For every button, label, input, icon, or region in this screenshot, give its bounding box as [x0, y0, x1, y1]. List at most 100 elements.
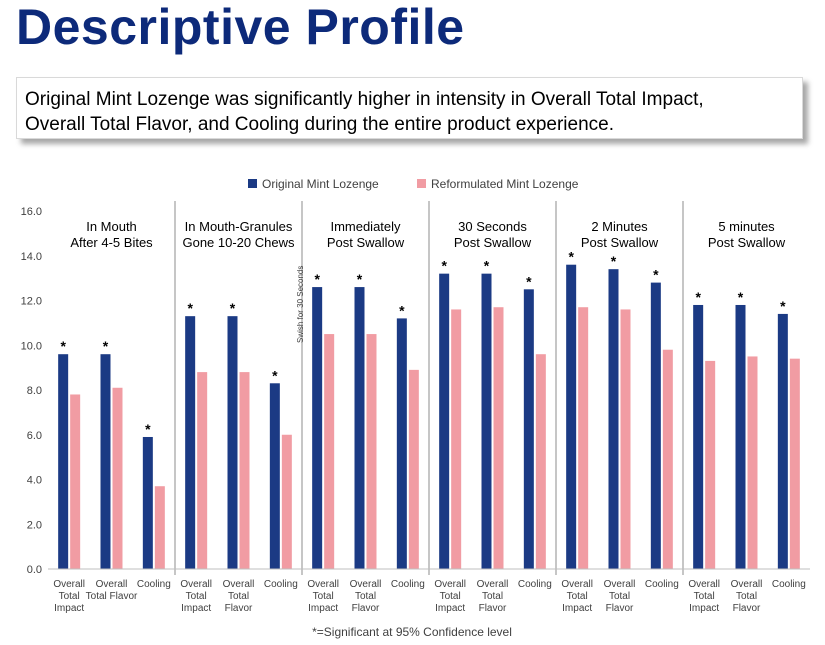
- category-label: Overall: [561, 579, 593, 590]
- bar-original: [312, 287, 323, 569]
- category-label: Total: [355, 591, 376, 602]
- group-label: Immediately: [330, 219, 401, 234]
- bar-reformulated: [789, 358, 800, 569]
- bar-original: [269, 383, 280, 569]
- category-label: Cooling: [772, 579, 806, 590]
- category-label: Total: [313, 591, 334, 602]
- significance-marker: *: [526, 273, 532, 289]
- y-tick-label: 16.0: [21, 206, 42, 218]
- bar-reformulated: [493, 307, 504, 569]
- category-label: Overall: [434, 579, 466, 590]
- bar-reformulated: [112, 387, 123, 569]
- bar-original: [396, 318, 407, 569]
- bar-original: [523, 289, 534, 569]
- category-label: Overall: [180, 579, 212, 590]
- group-label: In Mouth: [86, 219, 137, 234]
- summary-callout: Original Mint Lozenge was significantly …: [16, 77, 803, 139]
- bar-reformulated: [578, 307, 589, 569]
- significance-marker: *: [314, 271, 320, 287]
- category-label: Overall: [604, 579, 636, 590]
- category-label: Total: [186, 591, 207, 602]
- bar-reformulated: [324, 334, 335, 569]
- significance-marker: *: [230, 300, 236, 316]
- bar-reformulated: [197, 372, 208, 569]
- category-label: Total: [482, 591, 503, 602]
- significance-marker: *: [653, 267, 659, 283]
- group-label: In Mouth-Granules: [185, 219, 293, 234]
- bar-reformulated: [366, 334, 377, 569]
- category-label: Total: [567, 591, 588, 602]
- category-label: Overall: [688, 579, 720, 590]
- category-label: Total: [228, 591, 249, 602]
- category-label: Cooling: [391, 579, 425, 590]
- category-label: Total: [609, 591, 630, 602]
- category-label: Flavor: [606, 603, 634, 614]
- category-label: Impact: [435, 603, 465, 614]
- category-label: Impact: [54, 603, 84, 614]
- bar-reformulated: [239, 372, 250, 569]
- bar-reformulated: [662, 349, 673, 569]
- category-label: Total: [440, 591, 461, 602]
- y-tick-label: 8.0: [27, 385, 42, 397]
- significance-marker: *: [103, 338, 109, 354]
- legend-label: Reformulated Mint Lozenge: [431, 177, 579, 191]
- category-label: Overall: [477, 579, 509, 590]
- bar-reformulated: [535, 354, 546, 569]
- group-label: 30 Seconds: [458, 219, 527, 234]
- category-label: Cooling: [264, 579, 298, 590]
- legend-swatch: [417, 179, 426, 188]
- y-tick-label: 14.0: [21, 251, 42, 263]
- bar-reformulated: [620, 309, 631, 569]
- y-tick-label: 12.0: [21, 296, 42, 308]
- group-label: 5 minutes: [718, 219, 775, 234]
- bar-reformulated: [281, 434, 292, 569]
- bar-original: [58, 354, 69, 569]
- category-label: Impact: [308, 603, 338, 614]
- bar-original: [481, 273, 492, 569]
- significance-marker: *: [780, 298, 786, 314]
- bar-reformulated: [408, 369, 419, 569]
- category-label: Impact: [181, 603, 211, 614]
- category-label: Total: [59, 591, 80, 602]
- y-tick-label: 2.0: [27, 519, 42, 531]
- bar-original: [777, 313, 788, 569]
- significance-marker: *: [187, 300, 193, 316]
- group-label: Post Swallow: [708, 235, 786, 250]
- bar-original: [439, 273, 450, 569]
- bar-original: [142, 436, 153, 569]
- y-tick-label: 10.0: [21, 340, 42, 352]
- legend-swatch: [248, 179, 257, 188]
- significance-marker: *: [399, 302, 405, 318]
- significance-marker: *: [357, 271, 363, 287]
- category-label: Overall: [307, 579, 339, 590]
- bar-original: [735, 304, 746, 569]
- bar-original: [354, 287, 365, 569]
- bar-original: [227, 316, 238, 569]
- group-label: Post Swallow: [581, 235, 659, 250]
- side-note-swish: Swish for 30 Seconds: [296, 266, 305, 343]
- category-label: Total: [694, 591, 715, 602]
- group-label: Post Swallow: [327, 235, 405, 250]
- bar-reformulated: [747, 356, 758, 569]
- significance-marker: *: [695, 289, 701, 305]
- category-label: Flavor: [733, 603, 761, 614]
- chart-legend: Original Mint Lozenge Reformulated Mint L…: [248, 177, 579, 191]
- bar-original: [566, 264, 577, 569]
- bar-original: [650, 282, 661, 569]
- category-label: Cooling: [645, 579, 679, 590]
- group-label: Post Swallow: [454, 235, 532, 250]
- bar-original: [608, 269, 619, 569]
- category-label: Total: [736, 591, 757, 602]
- category-label: Total Flavor: [86, 591, 138, 602]
- significance-footnote: *=Significant at 95% Confidence level: [312, 625, 512, 639]
- category-label: Overall: [53, 579, 85, 590]
- category-label: Overall: [350, 579, 382, 590]
- y-tick-label: 0.0: [27, 564, 42, 576]
- page-title: Descriptive Profile: [16, 0, 465, 55]
- bar-original: [185, 316, 196, 569]
